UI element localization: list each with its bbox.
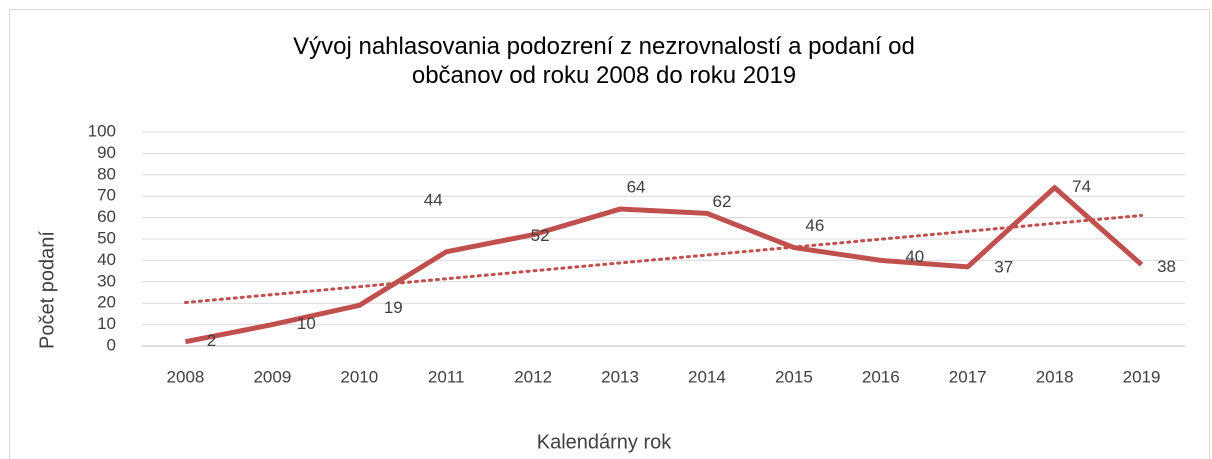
trendline — [183, 213, 1144, 305]
y-tick-label: 60 — [97, 207, 116, 226]
x-tick-label: 2010 — [340, 367, 378, 386]
x-tick-label: 2008 — [167, 367, 205, 386]
data-label: 19 — [384, 298, 403, 317]
x-tick-label: 2015 — [775, 367, 813, 386]
chart-title: Vývoj nahlasovania podozrení z nezrovnal… — [293, 33, 915, 89]
data-label: 10 — [297, 314, 316, 333]
data-label: 44 — [424, 190, 443, 209]
x-tick-label: 2019 — [1123, 367, 1161, 386]
y-tick-label: 50 — [97, 228, 116, 247]
data-label: 46 — [805, 216, 824, 235]
y-tick-label: 100 — [88, 121, 116, 140]
y-tick-label: 0 — [107, 335, 116, 354]
y-tick-label: 80 — [97, 164, 116, 183]
data-label: 62 — [712, 192, 731, 211]
chart-border — [9, 9, 1210, 459]
x-tick-label: 2018 — [1036, 367, 1074, 386]
x-tick-label: 2012 — [514, 367, 552, 386]
data-label: 64 — [627, 178, 646, 197]
x-tick-label: 2009 — [253, 367, 291, 386]
y-tick-label: 10 — [97, 314, 116, 333]
data-label: 2 — [207, 331, 216, 350]
y-tick-label: 20 — [97, 293, 116, 312]
data-label: 52 — [531, 226, 550, 245]
data-label: 74 — [1072, 177, 1091, 196]
y-tick-label: 70 — [97, 186, 116, 205]
x-axis-label: Kalendárny rok — [537, 431, 673, 453]
data-label: 37 — [994, 257, 1013, 276]
y-axis-label: Počet podaní — [36, 231, 58, 349]
data-line — [184, 185, 1144, 345]
data-label: 38 — [1157, 257, 1176, 276]
y-tick-label: 40 — [97, 250, 116, 269]
y-tick-label: 30 — [97, 271, 116, 290]
x-tick-label: 2013 — [601, 367, 639, 386]
y-tick-label: 90 — [97, 143, 116, 162]
x-tick-label: 2014 — [688, 367, 726, 386]
x-tick-label: 2016 — [862, 367, 900, 386]
x-tick-label: 2011 — [428, 367, 465, 386]
data-label: 40 — [905, 247, 924, 266]
x-tick-label: 2017 — [949, 367, 987, 386]
